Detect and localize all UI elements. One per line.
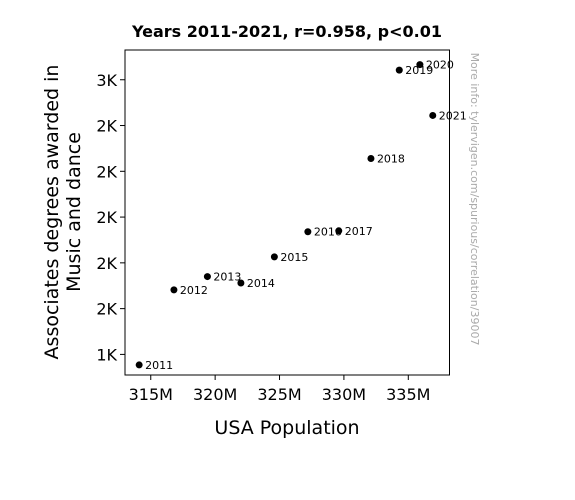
data-point-2014 — [237, 279, 245, 287]
data-point-2020 — [416, 61, 424, 69]
x-tick-label: 330M — [322, 385, 366, 404]
data-label-2021: 2021 — [439, 109, 467, 122]
data-point-2016 — [304, 228, 312, 236]
data-label-2012: 2012 — [180, 284, 208, 297]
data-point-2011 — [135, 361, 143, 369]
plot-area — [124, 49, 450, 376]
chart-title: Years 2011-2021, r=0.958, p<0.01 — [131, 22, 442, 41]
x-tick-label: 320M — [193, 385, 237, 404]
y-tick-label: 2K — [96, 162, 117, 181]
data-label-2015: 2015 — [280, 251, 308, 264]
data-point-2013 — [203, 273, 211, 281]
data-point-2012 — [170, 286, 178, 294]
data-label-2014: 2014 — [247, 277, 275, 290]
data-label-2020: 2020 — [426, 59, 454, 72]
y-tick-label: 2K — [96, 254, 117, 273]
y-tick-label: 3K — [96, 71, 117, 90]
y-tick-label: 2K — [96, 208, 117, 227]
data-label-2011: 2011 — [145, 359, 173, 372]
y-tick-label: 2K — [96, 300, 117, 319]
point-labels: 2011 2012 2013 2014 2015 2016 2017 2018 20192020… — [145, 59, 467, 372]
x-axis: 315M 320M 325M 330M 335M — [129, 375, 430, 404]
data-label-2017: 2017 — [345, 225, 373, 238]
x-tick-label: 315M — [129, 385, 173, 404]
x-axis-label: USA Population — [214, 417, 359, 439]
data-point-2018 — [367, 154, 375, 162]
data-label-2018: 2018 — [377, 152, 405, 165]
data-point-2015 — [270, 253, 278, 261]
y-axis-label-line-1: Associates degrees awarded in — [41, 65, 63, 360]
data-point-2017 — [335, 227, 343, 235]
y-axis-label-line-2: Music and dance — [63, 132, 85, 292]
y-tick-label: 1K — [96, 345, 117, 364]
data-label-2016: 2016 — [314, 226, 342, 239]
y-axis: 1K 2K 2K 2K 2K 2K 3K — [96, 71, 125, 364]
data-label-2013: 2013 — [213, 271, 241, 284]
x-tick-label: 335M — [386, 385, 430, 404]
data-label-2019: 2019 — [405, 64, 433, 77]
watermark-text: More info: tylervigen.com/spurious/corre… — [468, 53, 481, 346]
data-points — [135, 61, 437, 369]
data-point-2021 — [429, 111, 437, 119]
x-tick-label: 325M — [257, 385, 301, 404]
y-tick-label: 2K — [96, 117, 117, 136]
data-point-2019 — [395, 66, 403, 74]
